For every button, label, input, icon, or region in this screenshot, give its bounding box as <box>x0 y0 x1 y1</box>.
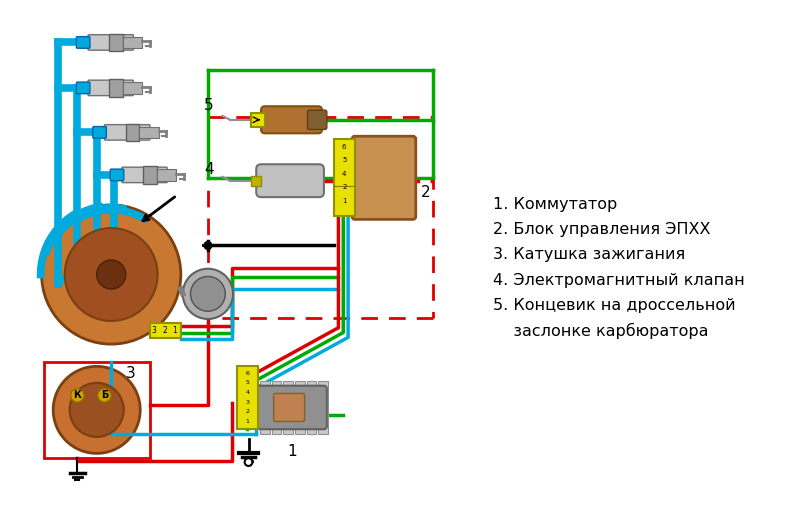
Text: Б: Б <box>101 391 108 400</box>
FancyBboxPatch shape <box>123 36 142 48</box>
Text: 3. Катушка зажигания: 3. Катушка зажигания <box>493 248 686 263</box>
Circle shape <box>70 383 124 437</box>
Circle shape <box>42 205 181 344</box>
FancyBboxPatch shape <box>110 79 123 97</box>
FancyBboxPatch shape <box>157 169 176 181</box>
Circle shape <box>70 388 84 402</box>
FancyBboxPatch shape <box>261 106 322 133</box>
FancyBboxPatch shape <box>76 36 90 48</box>
Text: 2: 2 <box>246 409 250 414</box>
Text: 6: 6 <box>246 371 250 375</box>
FancyBboxPatch shape <box>88 35 134 50</box>
Circle shape <box>97 260 126 289</box>
Bar <box>272 381 282 434</box>
Circle shape <box>245 458 252 466</box>
Bar <box>318 381 328 434</box>
FancyBboxPatch shape <box>139 126 158 138</box>
FancyBboxPatch shape <box>251 176 261 186</box>
Text: 2: 2 <box>342 185 346 190</box>
Text: 3: 3 <box>151 326 156 335</box>
Text: 1. Коммутатор: 1. Коммутатор <box>493 197 618 212</box>
FancyBboxPatch shape <box>237 367 258 429</box>
Text: заслонке карбюратора: заслонке карбюратора <box>493 323 709 339</box>
Text: 5. Концевик на дроссельной: 5. Концевик на дроссельной <box>493 298 736 313</box>
FancyBboxPatch shape <box>110 34 123 51</box>
Text: 5: 5 <box>246 380 250 385</box>
FancyBboxPatch shape <box>122 167 167 183</box>
Text: 6: 6 <box>342 144 346 150</box>
Text: 2: 2 <box>162 326 166 335</box>
FancyBboxPatch shape <box>76 82 90 94</box>
Text: 4: 4 <box>204 162 214 177</box>
FancyBboxPatch shape <box>334 139 355 216</box>
Circle shape <box>190 277 226 311</box>
Bar <box>260 381 270 434</box>
FancyBboxPatch shape <box>307 110 327 129</box>
Circle shape <box>182 269 233 319</box>
Text: 4: 4 <box>342 171 346 177</box>
Bar <box>283 381 293 434</box>
Circle shape <box>204 242 212 250</box>
FancyBboxPatch shape <box>251 113 265 126</box>
FancyBboxPatch shape <box>88 80 134 96</box>
Text: 3: 3 <box>246 400 250 405</box>
Text: 1: 1 <box>173 326 178 335</box>
FancyBboxPatch shape <box>126 124 139 141</box>
FancyBboxPatch shape <box>256 164 324 197</box>
FancyBboxPatch shape <box>93 126 106 138</box>
FancyBboxPatch shape <box>143 166 157 184</box>
Text: 3: 3 <box>126 366 135 381</box>
Circle shape <box>98 388 111 402</box>
Bar <box>295 381 305 434</box>
Text: 1: 1 <box>246 419 250 424</box>
FancyBboxPatch shape <box>274 394 305 422</box>
Text: 4: 4 <box>246 390 250 395</box>
Text: К: К <box>74 391 82 400</box>
FancyBboxPatch shape <box>105 125 150 140</box>
Text: 5: 5 <box>204 98 214 113</box>
FancyBboxPatch shape <box>258 386 327 429</box>
FancyBboxPatch shape <box>110 169 124 181</box>
Circle shape <box>53 367 140 453</box>
FancyBboxPatch shape <box>352 136 416 219</box>
Text: 1: 1 <box>287 444 297 459</box>
Text: 5: 5 <box>342 158 346 163</box>
Text: 4. Электромагнитный клапан: 4. Электромагнитный клапан <box>493 272 745 288</box>
Bar <box>306 381 316 434</box>
FancyBboxPatch shape <box>150 323 181 339</box>
Text: 2: 2 <box>421 185 430 200</box>
Text: 2. Блок управления ЭПХХ: 2. Блок управления ЭПХХ <box>493 222 710 237</box>
FancyBboxPatch shape <box>123 82 142 94</box>
Text: 1: 1 <box>342 198 346 204</box>
Circle shape <box>65 228 158 321</box>
